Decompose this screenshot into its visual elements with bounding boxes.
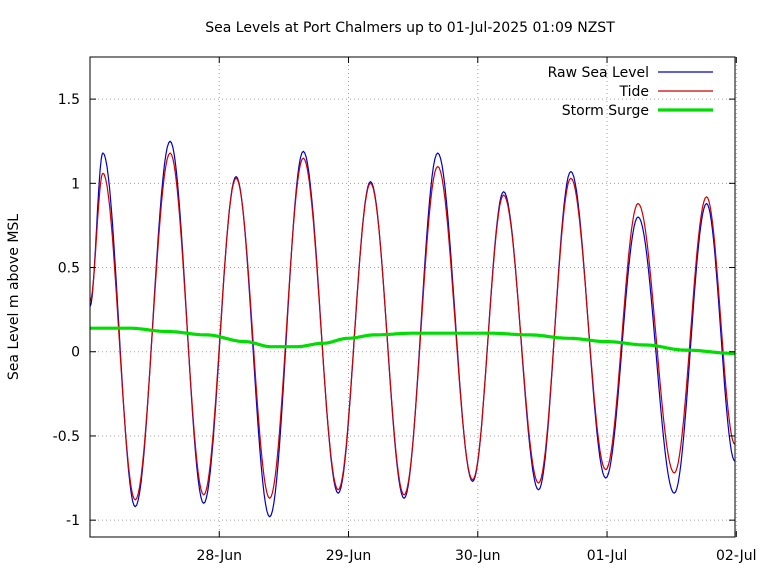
y-tick-label: 1 [71,176,80,192]
y-tick-label: 0.5 [58,261,80,277]
x-tick-label: 02-Jul [716,548,757,564]
series-lines [89,140,736,518]
x-tick-label: 30-Jun [455,548,501,564]
y-tick-label: -1 [66,513,80,529]
y-axis-label: Sea Level m above MSL [6,214,22,380]
y-tick-label: 1.5 [58,92,80,108]
legend-label: Raw Sea Level [548,65,649,81]
series-line-tide [89,152,736,501]
plot-frame [89,56,736,538]
y-tick-label: 0 [71,345,80,361]
x-tick-label: 29-Jun [326,548,372,564]
chart-title: Sea Levels at Port Chalmers up to 01-Jul… [205,20,615,36]
axis-ticks: 1.5 1 0.5 0 -0.5 -1 28-Jun 29-Jun 30-Jun 01-Jul 02… [53,57,757,564]
y-tick-label: -0.5 [53,429,80,445]
x-tick-label: 01-Jul [587,548,628,564]
series-line-storm-surge [90,326,735,355]
legend-label: Tide [618,84,649,100]
legend-label: Storm Surge [562,103,649,119]
legend: Raw Sea Level Tide Storm Surge [548,65,713,119]
x-tick-label: 28-Jun [196,548,242,564]
